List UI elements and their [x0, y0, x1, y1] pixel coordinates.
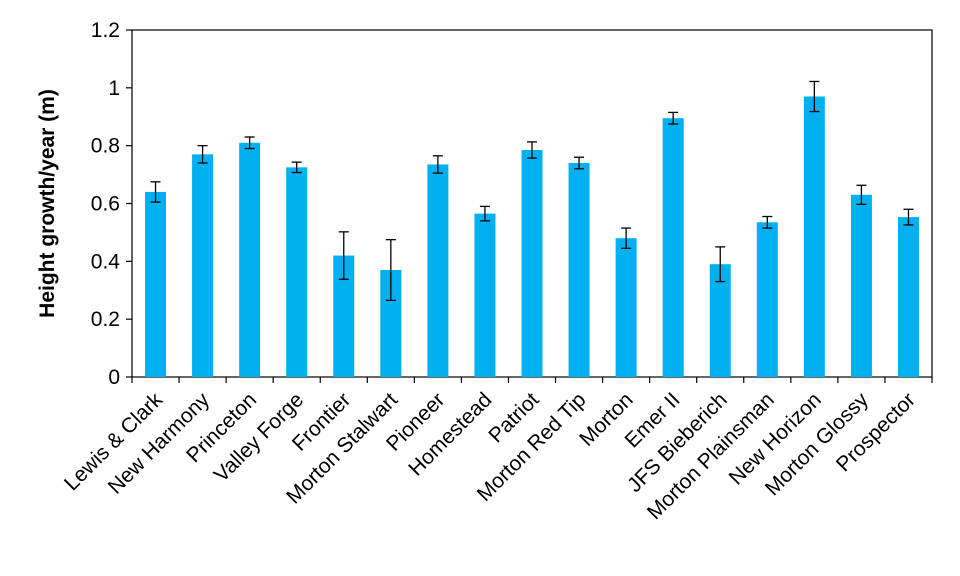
y-tick-label: 0.2	[91, 308, 120, 331]
bar	[427, 164, 449, 377]
y-tick-label: 0.4	[91, 250, 121, 273]
bar	[145, 191, 167, 377]
bar	[286, 167, 308, 377]
error-bars-group	[150, 80, 914, 302]
bar	[568, 163, 590, 377]
y-tick-label: 1.2	[91, 19, 120, 42]
y-tick-labels: 0 0.2 0.4 0.6 0.8 1 1.2	[91, 19, 121, 389]
bar	[521, 150, 543, 377]
bar	[615, 238, 637, 377]
bar	[803, 96, 825, 377]
bar	[709, 264, 731, 377]
bar	[474, 213, 496, 377]
bar	[239, 142, 261, 377]
bar	[333, 255, 355, 377]
bars-group	[145, 96, 919, 377]
y-axis-title: Height growth/year (m)	[36, 89, 59, 318]
bar	[192, 154, 214, 377]
bar	[756, 222, 778, 377]
y-tick-label: 0.8	[91, 135, 120, 158]
y-tick-label: 0	[108, 366, 120, 389]
bar	[850, 194, 872, 377]
bar	[897, 217, 919, 377]
bar	[662, 118, 684, 377]
bar	[380, 270, 402, 377]
y-tick-label: 1	[108, 77, 120, 100]
y-tick-label: 0.6	[91, 193, 120, 216]
